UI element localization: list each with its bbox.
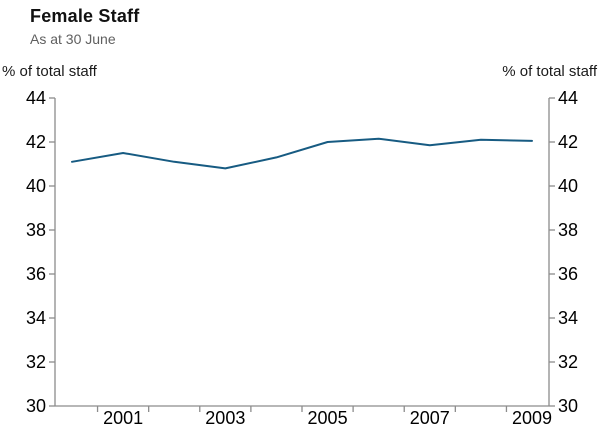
y-tick-label-left: 30 [26, 396, 46, 416]
y-tick-label-right: 44 [558, 88, 578, 108]
data-line [71, 137, 533, 170]
y-tick-label-right: 42 [558, 132, 578, 152]
y-tick-label-right: 32 [558, 352, 578, 372]
chart-title: Female Staff [30, 6, 140, 26]
y-tick-label-right: 40 [558, 176, 578, 196]
x-tick-label: 2009 [512, 408, 552, 428]
y-tick-label-left: 44 [26, 88, 46, 108]
y-tick-label-left: 42 [26, 132, 46, 152]
y-tick-label-left: 34 [26, 308, 46, 328]
y-tick-label-right: 38 [558, 220, 578, 240]
y-axis-unit-label-right: % of total staff [502, 63, 597, 80]
x-tick-label: 2003 [205, 408, 245, 428]
y-tick-label-right: 30 [558, 396, 578, 416]
y-tick-label-left: 36 [26, 264, 46, 284]
x-tick-label: 2005 [308, 408, 348, 428]
y-axis-unit-label-left: % of total staff [2, 63, 97, 80]
x-tick-label: 2007 [410, 408, 450, 428]
y-tick-label-left: 40 [26, 176, 46, 196]
y-tick-label-right: 36 [558, 264, 578, 284]
chart-subtitle: As at 30 June [30, 31, 116, 47]
y-tick-label-left: 32 [26, 352, 46, 372]
y-tick-label-right: 34 [558, 308, 578, 328]
x-tick-label: 2001 [103, 408, 143, 428]
y-tick-label-left: 38 [26, 220, 46, 240]
